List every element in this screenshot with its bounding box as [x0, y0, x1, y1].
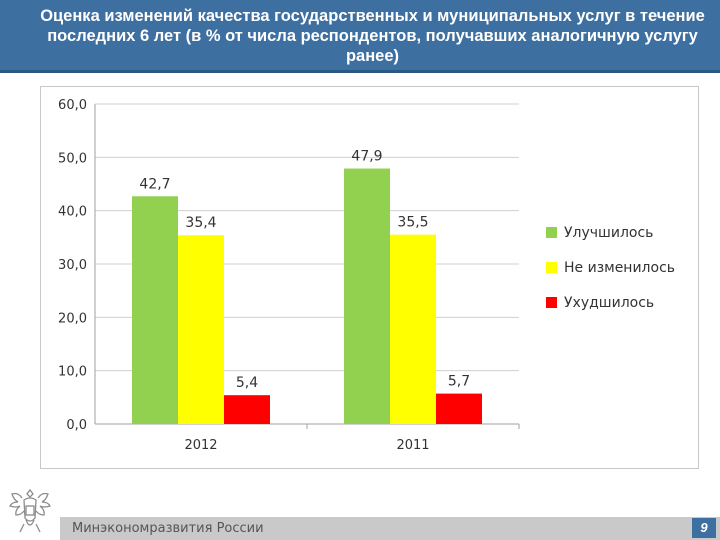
bar — [390, 234, 436, 424]
y-tick-label: 20,0 — [58, 311, 87, 326]
chart-area: 0,0 10,0 20,0 30,0 40,0 50,0 60,0 42,7 35,4 5,4 20… — [40, 86, 699, 469]
legend-label: Улучшилось — [564, 225, 653, 241]
legend-label: Ухудшилось — [564, 295, 654, 311]
legend-swatch — [546, 297, 557, 308]
footer-org-name: Минэкономразвития России — [72, 521, 264, 536]
bar-chart: 0,0 10,0 20,0 30,0 40,0 50,0 60,0 42,7 35,4 5,4 20… — [58, 98, 675, 453]
data-label: 35,4 — [185, 215, 216, 231]
slide-title: Оценка изменений качества государственны… — [40, 7, 705, 65]
bar — [344, 168, 390, 424]
x-tick-label: 2011 — [396, 438, 429, 453]
y-tick-label: 10,0 — [58, 365, 87, 380]
data-label: 5,7 — [448, 374, 470, 390]
coat-of-arms-icon — [0, 484, 60, 540]
bar — [178, 235, 224, 424]
title-bar: Оценка изменений качества государственны… — [0, 0, 720, 73]
data-label: 47,9 — [351, 149, 382, 165]
y-tick-label: 30,0 — [58, 258, 87, 273]
bar — [224, 395, 270, 424]
bar — [132, 196, 178, 424]
data-label: 42,7 — [139, 176, 170, 192]
legend-swatch — [546, 227, 557, 238]
bar — [436, 393, 482, 424]
data-label: 35,5 — [397, 215, 428, 231]
y-tick-label: 40,0 — [58, 205, 87, 220]
footer-bar — [0, 517, 720, 540]
legend-label: Не изменилось — [564, 260, 675, 276]
legend-swatch — [546, 262, 557, 273]
page-number: 9 — [692, 518, 716, 538]
y-tick-label: 0,0 — [66, 418, 87, 433]
x-tick-label: 2012 — [184, 438, 217, 453]
data-label: 5,4 — [236, 375, 258, 391]
y-tick-label: 50,0 — [58, 151, 87, 166]
y-tick-label: 60,0 — [58, 98, 87, 113]
